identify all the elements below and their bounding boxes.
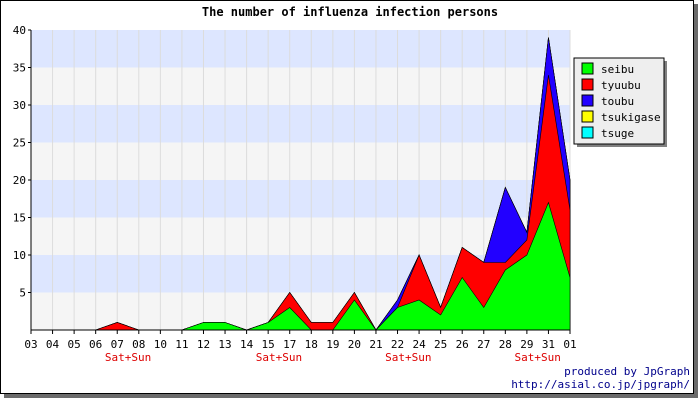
y-tick-label: 5 — [19, 287, 26, 300]
x-tick-label: 24 — [412, 338, 426, 351]
x-tick-label: 17 — [283, 338, 296, 351]
legend-label-tyuubu: tyuubu — [601, 79, 641, 92]
x-tick-label: 06 — [89, 338, 102, 351]
legend-swatch-toubu — [581, 94, 594, 107]
x-tick-labels: 03 04 05 06 07 08 10 11 12 13 14 15 17 18 19 20 21 22 24 25… — [24, 338, 576, 351]
x-tick-label: 18 — [305, 338, 318, 351]
chart-title: The number of influenza infection person… — [202, 5, 498, 19]
x-tick-label: 20 — [348, 338, 361, 351]
y-tick-label: 10 — [13, 249, 26, 262]
weekend-label: Sat+Sun — [256, 351, 302, 364]
weekend-labels: Sat+Sun Sat+Sun Sat+Sun Sat+Sun — [105, 351, 561, 364]
legend-label-toubu: toubu — [601, 95, 634, 108]
x-tick-label: 14 — [240, 338, 254, 351]
x-tick-label: 22 — [391, 338, 404, 351]
y-tick-label: 35 — [13, 62, 26, 75]
axes — [28, 29, 571, 334]
x-tick-label: 28 — [499, 338, 512, 351]
x-tick-label: 12 — [197, 338, 210, 351]
legend-label-seibu: seibu — [601, 63, 634, 76]
credit-line-1: produced by JpGraph — [564, 365, 690, 378]
x-tick-label: 25 — [434, 338, 447, 351]
plot-band — [31, 217, 570, 255]
x-tick-label: 01 — [563, 338, 576, 351]
plot-band — [31, 105, 570, 143]
plot-band — [31, 142, 570, 180]
plot-band — [31, 180, 570, 218]
weekend-label: Sat+Sun — [514, 351, 560, 364]
legend-swatch-tsukigase — [581, 110, 594, 123]
legend-swatch-tsuge — [581, 126, 594, 139]
x-tick-label: 31 — [542, 338, 555, 351]
x-tick-label: 27 — [477, 338, 490, 351]
x-tick-label: 07 — [111, 338, 124, 351]
x-tick-label: 26 — [456, 338, 469, 351]
legend: seibu tyuubu toubu tsukigase tsuge — [573, 57, 667, 147]
x-tick-label: 08 — [132, 338, 145, 351]
x-tick-label: 19 — [326, 338, 339, 351]
x-tick-label: 03 — [24, 338, 37, 351]
x-tick-label: 11 — [175, 338, 188, 351]
x-tick-label: 13 — [218, 338, 231, 351]
y-tick-label: 25 — [13, 137, 26, 150]
legend-label-tsuge: tsuge — [601, 127, 634, 140]
weekend-label: Sat+Sun — [105, 351, 151, 364]
y-tick-label: 20 — [13, 174, 26, 187]
credit-line-2[interactable]: http://asial.co.jp/jpgraph/ — [511, 378, 690, 391]
y-tick-label: 30 — [13, 99, 26, 112]
legend-swatch-seibu — [581, 62, 594, 75]
x-tick-label: 15 — [262, 338, 275, 351]
x-tick-label: 10 — [154, 338, 167, 351]
legend-swatch-tyuubu — [581, 78, 594, 91]
y-tick-label: 40 — [13, 24, 26, 37]
weekend-label: Sat+Sun — [385, 351, 431, 364]
plot-band — [31, 30, 570, 68]
x-tick-label: 04 — [46, 338, 60, 351]
plot-band — [31, 67, 570, 105]
y-tick-labels: 5 10 15 20 25 30 35 40 — [13, 24, 26, 300]
y-tick-label: 15 — [13, 212, 26, 225]
x-tick-label: 29 — [520, 338, 533, 351]
x-tick-label: 05 — [67, 338, 80, 351]
x-tick-label: 21 — [369, 338, 382, 351]
legend-label-tsukigase: tsukigase — [601, 111, 661, 124]
